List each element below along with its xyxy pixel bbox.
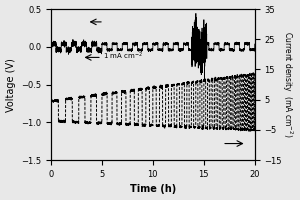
X-axis label: Time (h): Time (h)	[130, 184, 176, 194]
Y-axis label: Current density  (mA cm$^{-2}$): Current density (mA cm$^{-2}$)	[280, 31, 294, 138]
Text: 1 mA cm$^{-2}$: 1 mA cm$^{-2}$	[103, 51, 143, 62]
Y-axis label: Voltage (V): Voltage (V)	[6, 58, 16, 112]
